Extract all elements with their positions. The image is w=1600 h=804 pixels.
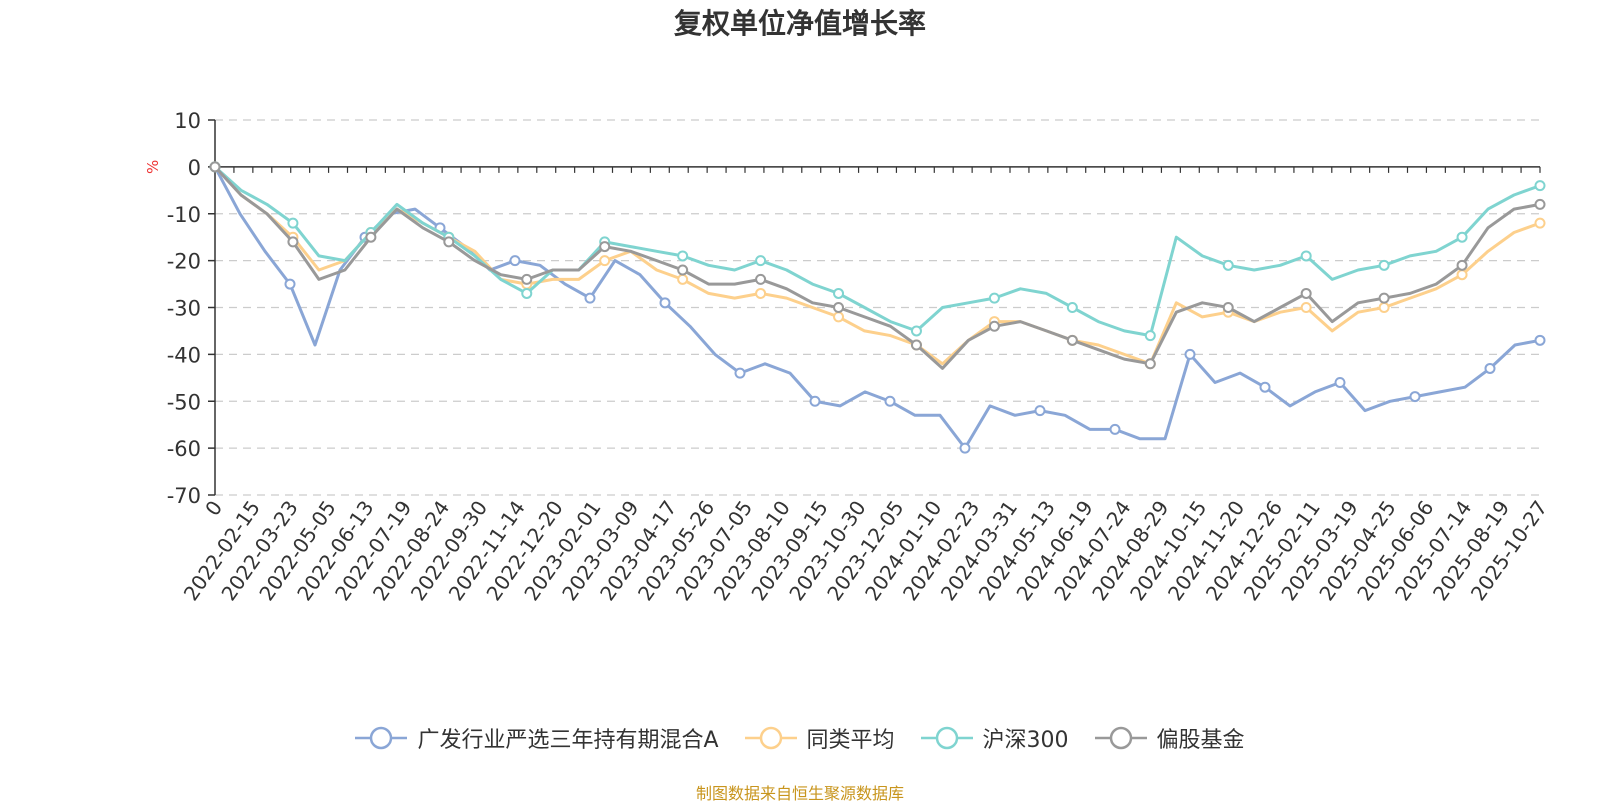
data-point	[1259, 381, 1271, 393]
legend-item[interactable]: 同类平均	[744, 722, 895, 754]
legend-label: 同类平均	[806, 728, 895, 753]
y-tick-label: -40	[167, 343, 201, 367]
data-point	[443, 236, 455, 248]
data-point	[755, 273, 767, 285]
series-3	[209, 161, 1546, 370]
tick-labels: 100-10-20-30-40-50-60-70%02022-02-152022…	[144, 109, 1552, 605]
data-point	[287, 217, 299, 229]
legend-item[interactable]: 广发行业严选三年持有期混合A	[355, 722, 719, 754]
data-point	[988, 292, 1000, 304]
data-point	[287, 236, 299, 248]
series-line	[213, 165, 1541, 366]
data-point	[1300, 302, 1312, 313]
data-point	[1144, 358, 1156, 370]
legend-marker-icon	[1094, 726, 1147, 750]
legend-marker-icon	[920, 726, 973, 750]
legend-marker-icon	[355, 726, 408, 750]
x-tick-label: 0	[200, 496, 227, 520]
data-point	[1222, 259, 1234, 271]
data-point	[1334, 377, 1346, 388]
data-point	[988, 320, 1000, 332]
y-tick-label: -70	[167, 484, 201, 508]
y-tick-label: -10	[167, 203, 201, 227]
data-point	[1534, 198, 1546, 210]
data-point	[833, 302, 845, 313]
data-point	[1144, 330, 1156, 342]
data-point	[1109, 423, 1121, 435]
legend: 广发行业严选三年持有期混合A 同类平均 沪深300 偏股基金	[0, 722, 1600, 754]
series-line	[213, 165, 1541, 370]
data-point	[599, 241, 611, 253]
data-point	[1456, 259, 1468, 271]
grid-lines	[215, 119, 1540, 496]
data-point	[1456, 231, 1468, 243]
data-point	[755, 255, 767, 267]
data-point	[809, 395, 821, 407]
y-tick-label: -20	[167, 250, 201, 274]
data-point	[833, 287, 845, 299]
data-point	[677, 264, 689, 276]
data-point	[1222, 302, 1234, 313]
data-point	[1066, 302, 1078, 313]
data-point	[1034, 405, 1046, 417]
legend-marker-icon	[744, 726, 797, 750]
data-point	[209, 161, 221, 173]
data-point	[1534, 334, 1546, 346]
data-point	[284, 278, 296, 290]
legend-item[interactable]: 偏股基金	[1094, 722, 1245, 754]
y-tick-label: -30	[167, 297, 201, 321]
data-point	[1066, 334, 1078, 346]
source-note: 制图数据来自恒生聚源数据库	[695, 784, 904, 803]
data-point	[584, 292, 596, 304]
series-line	[213, 165, 1541, 338]
series-lines	[209, 161, 1546, 454]
legend-label: 偏股基金	[1156, 728, 1245, 753]
axes	[208, 119, 1541, 496]
legend-label: 广发行业严选三年持有期混合A	[417, 728, 719, 753]
chart-title: 复权单位净值增长率	[673, 7, 926, 40]
data-point	[1534, 217, 1546, 229]
data-point	[677, 250, 689, 262]
data-point	[599, 255, 611, 267]
data-point	[833, 311, 845, 323]
y-axis-label: %	[144, 160, 162, 174]
data-point	[677, 273, 689, 285]
data-point	[910, 325, 922, 337]
data-point	[509, 255, 521, 267]
y-tick-label: -50	[167, 390, 201, 414]
data-point	[1378, 292, 1390, 304]
data-point	[1378, 259, 1390, 271]
data-point	[734, 367, 746, 379]
data-point	[521, 273, 533, 285]
data-point	[1300, 250, 1312, 262]
data-point	[659, 297, 671, 309]
data-point	[755, 287, 767, 299]
line-chart: 100-10-20-30-40-50-60-70%02022-02-152022…	[144, 109, 1552, 605]
legend-label: 沪深300	[982, 728, 1069, 753]
data-point	[1456, 269, 1468, 281]
data-point	[959, 442, 971, 454]
data-point	[1184, 348, 1196, 360]
legend-item[interactable]: 沪深300	[920, 722, 1069, 754]
data-point	[521, 287, 533, 299]
data-point	[1300, 287, 1312, 299]
data-point	[1409, 391, 1421, 403]
y-tick-label: 10	[174, 109, 201, 133]
data-point	[884, 395, 896, 407]
y-tick-label: -60	[167, 437, 201, 461]
data-point	[1534, 180, 1546, 192]
data-point	[910, 339, 922, 351]
series-1	[209, 161, 1546, 370]
data-point	[1378, 302, 1390, 313]
series-2	[209, 161, 1546, 342]
data-point	[1484, 362, 1496, 374]
y-tick-label: 0	[188, 156, 201, 180]
data-point	[365, 231, 377, 243]
